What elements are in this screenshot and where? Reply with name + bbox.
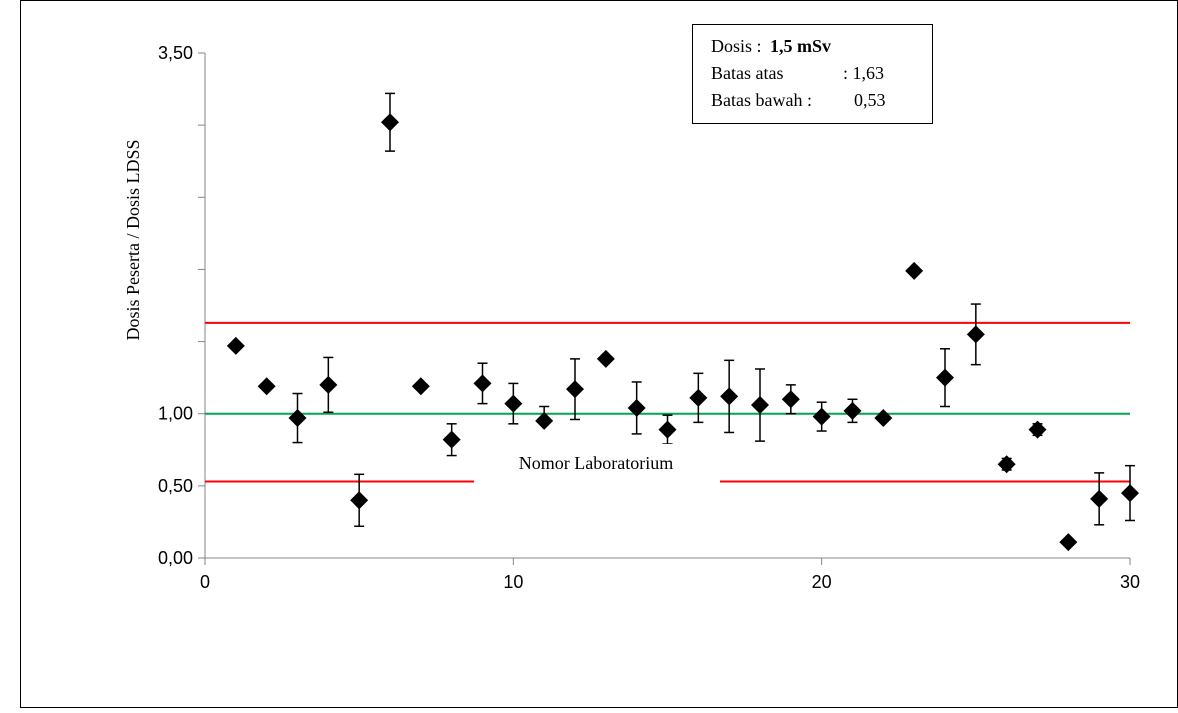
y-axis-label: Dosis Peserta / Dosis LDSS — [123, 139, 143, 340]
info-box-upper-label: Batas atas — [711, 63, 783, 83]
x-tick-label-1: 10 — [503, 572, 523, 592]
data-point-27 — [1028, 420, 1047, 439]
data-point-23 — [905, 261, 924, 280]
data-point-22 — [874, 409, 893, 428]
x-tick-label-3: 30 — [1120, 572, 1140, 592]
y-tick-label-1: 1,00 — [158, 404, 193, 424]
x-tick-label-0: 0 — [200, 572, 210, 592]
data-point-7 — [411, 377, 430, 396]
y-tick-label-3: 0,00 — [158, 548, 193, 568]
data-point-21 — [843, 401, 862, 420]
data-point-8 — [442, 430, 461, 449]
data-point-20 — [812, 407, 831, 426]
data-point-1 — [226, 336, 245, 355]
data-point-2 — [257, 377, 276, 396]
info-box-lower-label: Batas bawah : — [711, 90, 812, 110]
y-tick-label-0: 3,50 — [158, 43, 193, 63]
x-axis-label-background — [474, 444, 720, 484]
x-axis-label: Nomor Laboratorium — [519, 453, 673, 473]
data-point-11 — [535, 411, 554, 430]
data-point-24 — [936, 368, 954, 387]
data-point-29 — [1090, 489, 1109, 508]
info-box-upper-value: : 1,63 — [843, 63, 884, 83]
data-point-4 — [319, 375, 338, 394]
data-markers — [226, 113, 1139, 552]
y-tick-label-2: 0,50 — [158, 476, 193, 496]
data-point-10 — [504, 394, 523, 413]
data-point-15 — [658, 420, 677, 439]
axes: 3,50 1,00 0,50 0,00 0 10 20 30 — [158, 43, 1140, 592]
data-point-14 — [627, 398, 646, 417]
data-point-30 — [1121, 484, 1139, 503]
info-box-lower-value: 0,53 — [854, 90, 886, 110]
data-point-9 — [473, 374, 492, 393]
data-point-5 — [350, 491, 369, 510]
data-point-26 — [997, 455, 1016, 474]
data-point-12 — [566, 380, 584, 399]
data-point-18 — [751, 396, 769, 415]
data-point-13 — [596, 349, 615, 368]
info-box-dose-label: Dosis : — [711, 36, 762, 56]
info-box-border — [692, 24, 933, 124]
data-point-3 — [288, 409, 307, 428]
info-box-dose-value: 1,5 mSv — [770, 36, 831, 56]
x-tick-label-2: 20 — [812, 572, 832, 592]
data-point-16 — [689, 388, 708, 407]
data-point-25 — [966, 325, 985, 344]
data-point-6 — [381, 113, 399, 132]
info-box: Dosis : 1,5 mSv Batas atas : 1,63 Batas … — [692, 24, 933, 124]
info-box-dose-line: Dosis : 1,5 mSv — [711, 36, 831, 56]
data-point-17 — [720, 387, 739, 406]
data-point-28 — [1059, 533, 1078, 552]
chart-border — [20, 0, 1178, 708]
data-point-19 — [781, 390, 800, 409]
